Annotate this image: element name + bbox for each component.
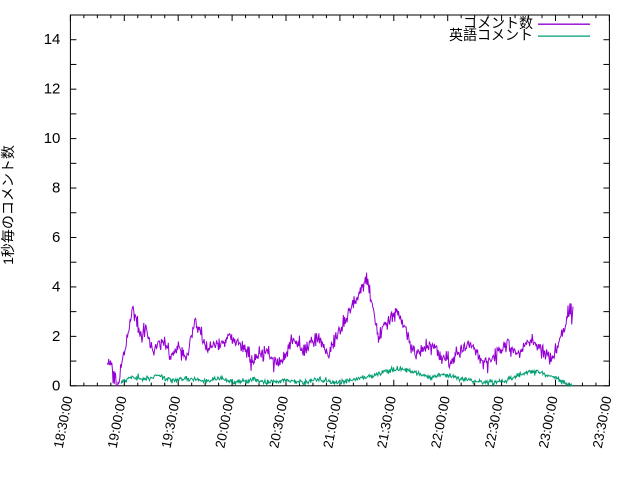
svg-text:6: 6 [52, 229, 60, 246]
svg-text:4: 4 [52, 278, 60, 295]
svg-text:0: 0 [52, 377, 60, 394]
svg-text:14: 14 [44, 31, 61, 48]
svg-text:8: 8 [52, 180, 60, 197]
svg-text:10: 10 [44, 130, 61, 147]
svg-text:12: 12 [44, 81, 61, 98]
svg-text:2: 2 [52, 328, 60, 345]
svg-text:英語コメント: 英語コメント [449, 27, 533, 43]
svg-text:1秒毎のコメント数: 1秒毎のコメント数 [0, 145, 16, 265]
